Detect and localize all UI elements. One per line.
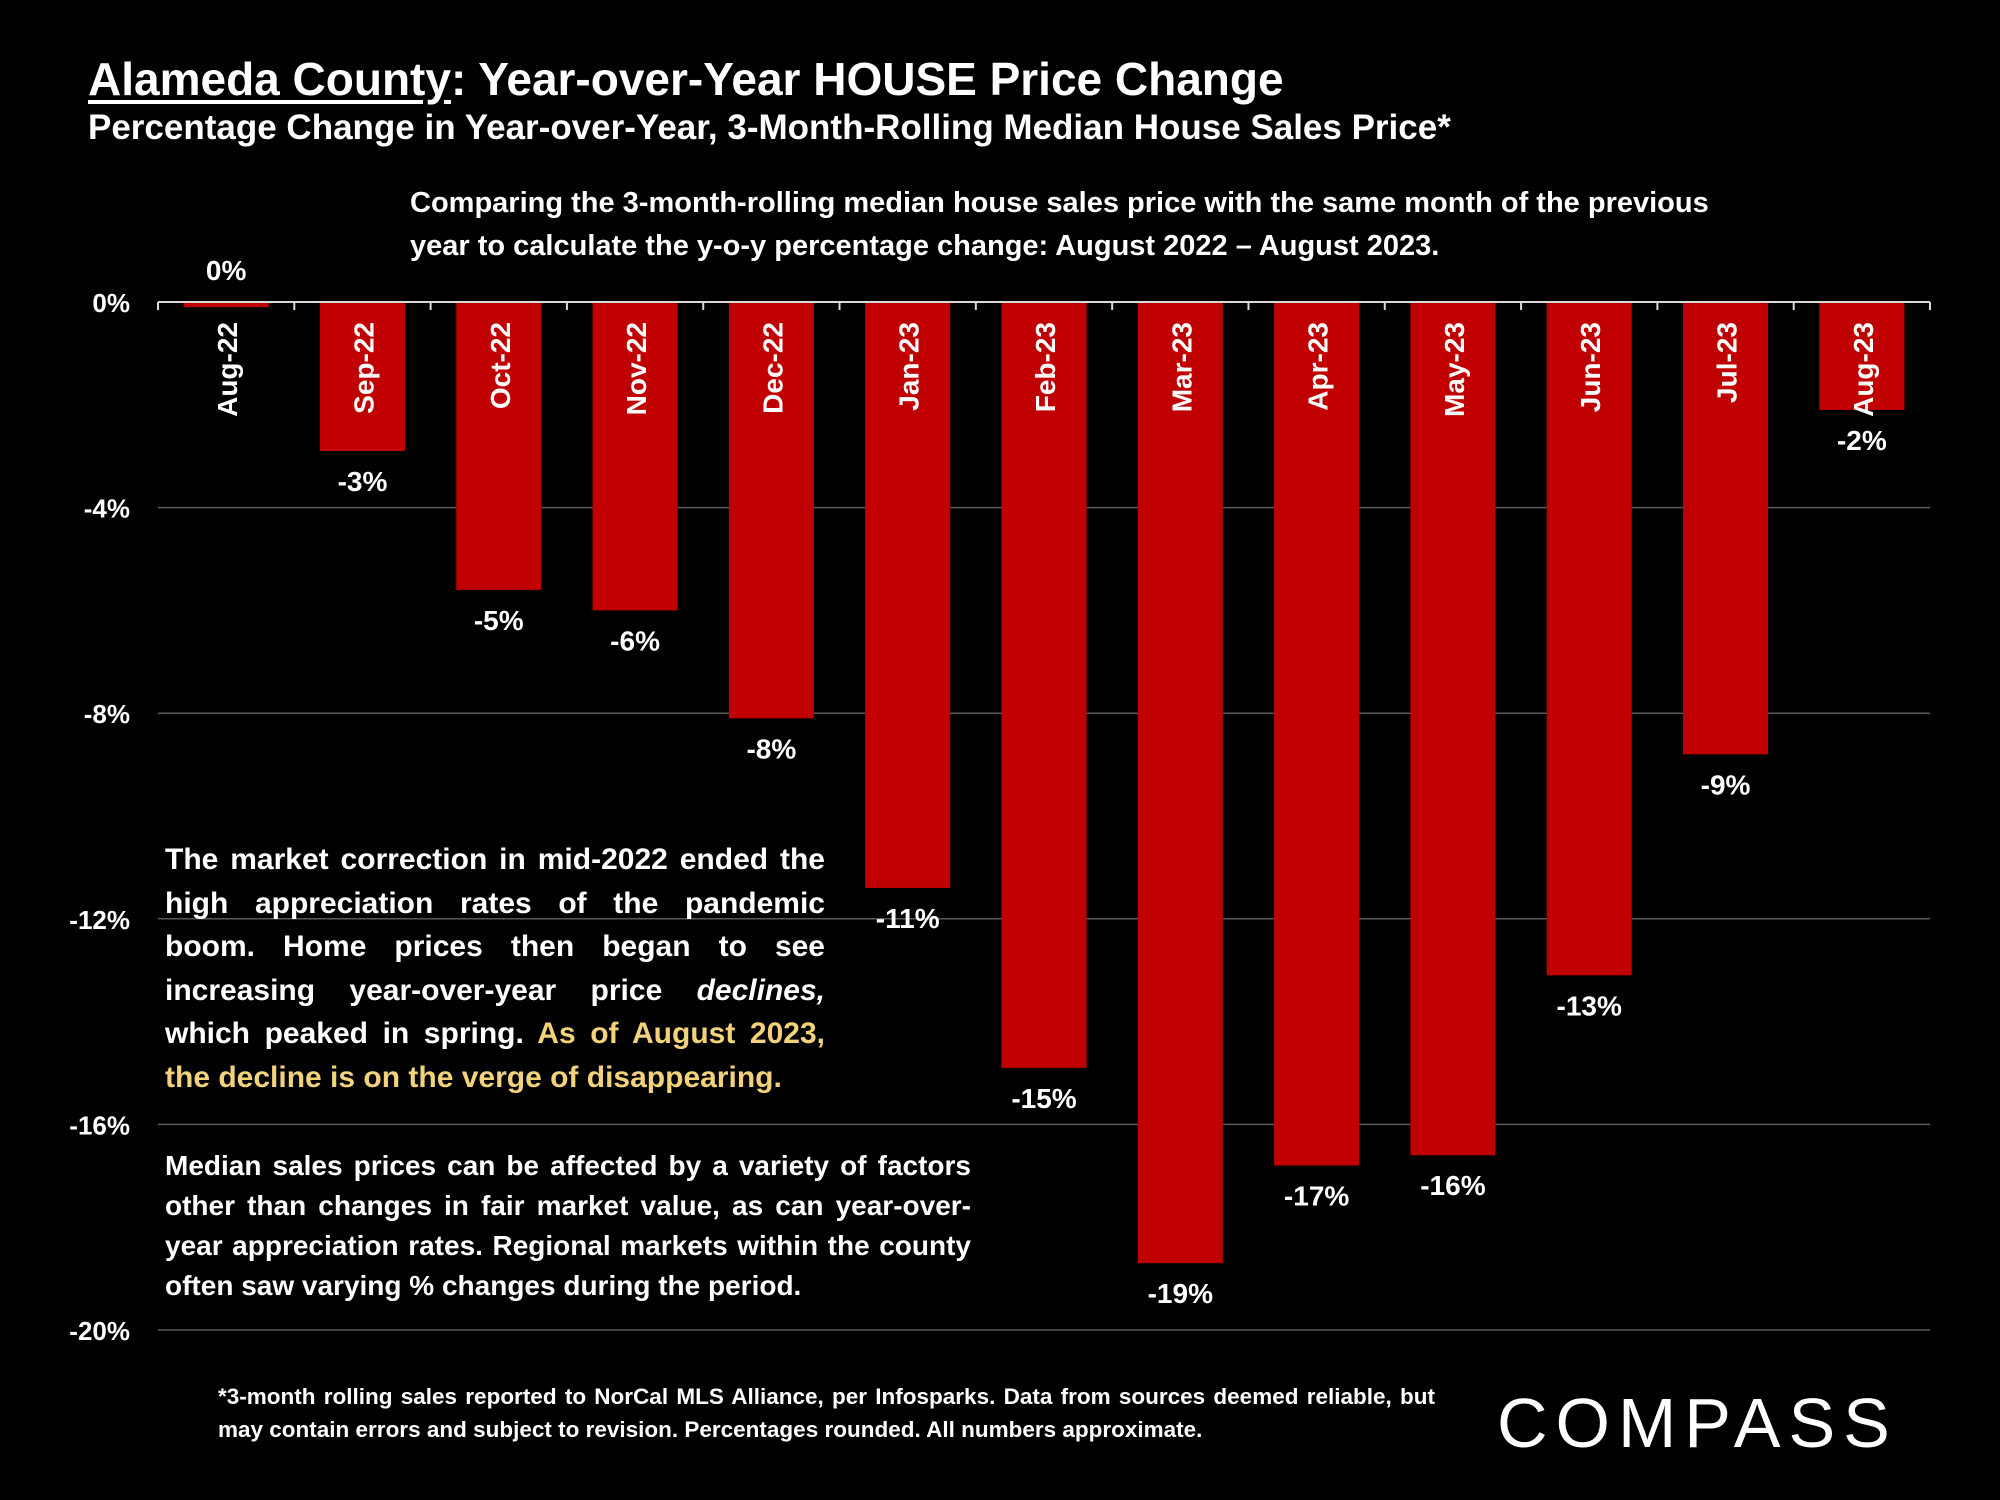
y-tick-label: -12%: [69, 905, 130, 935]
value-label: -17%: [1284, 1181, 1349, 1212]
value-label: -5%: [474, 605, 524, 636]
value-label: -8%: [746, 733, 796, 764]
value-label: -19%: [1148, 1278, 1213, 1309]
y-axis-ticks: 0% -4% -8% -12% -16% -20%: [69, 288, 130, 1346]
bars: [183, 302, 1905, 1264]
category-labels: Aug-22 Sep-22 Oct-22 Nov-22 Dec-22 Jan-23 Feb-…: [212, 322, 1879, 417]
bar-jan-23: [865, 302, 951, 888]
footnote: *3-month rolling sales reported to NorCa…: [218, 1384, 1435, 1442]
category-label: Feb-23: [1030, 322, 1061, 412]
note1-emphasis: declines,: [696, 973, 825, 1007]
category-label: Aug-23: [1848, 322, 1879, 417]
bar-mar-23: [1137, 302, 1223, 1264]
comparing-note: Comparing the 3-month-rolling median hou…: [410, 187, 1709, 262]
value-label: -9%: [1701, 769, 1751, 800]
note1-text-a: The market correction in mid-2022 ended …: [165, 843, 825, 1007]
value-label: -13%: [1557, 990, 1622, 1021]
bar-aug-23: [1819, 302, 1905, 410]
note1-highlight: As of August 2023, the decline is on the…: [165, 1017, 825, 1094]
chart-subtitle: Percentage Change in Year-over-Year, 3-M…: [88, 108, 1451, 147]
category-label: May-23: [1439, 322, 1470, 417]
category-label: Nov-22: [621, 322, 652, 415]
category-label: Sep-22: [348, 322, 379, 414]
bar-dec-22: [728, 302, 814, 719]
value-label: -6%: [610, 625, 660, 656]
x-axis: [157, 301, 1931, 310]
chart-title: Alameda County: Year-over-Year HOUSE Pri…: [88, 52, 1284, 106]
bar-jun-23: [1546, 302, 1632, 976]
category-label: Aug-22: [212, 322, 243, 417]
bar-may-23: [1410, 302, 1496, 1156]
value-label: 0%: [206, 255, 247, 286]
value-label: -2%: [1837, 425, 1887, 456]
y-tick-label: 0%: [92, 288, 130, 318]
bar-sep-22: [319, 302, 405, 452]
bar-apr-23: [1274, 302, 1360, 1166]
bar-nov-22: [592, 302, 678, 611]
compass-logo: COMPASS: [1497, 1384, 1898, 1462]
note1-text-b: which peaked in spring.: [165, 1017, 538, 1050]
category-label: Mar-23: [1166, 322, 1197, 412]
category-label: Apr-23: [1303, 322, 1334, 411]
title-county: Alameda County: [88, 53, 451, 105]
bar-jul-23: [1683, 302, 1769, 755]
y-tick-label: -20%: [69, 1316, 130, 1346]
y-tick-label: -16%: [69, 1110, 130, 1140]
category-label: Oct-22: [485, 322, 516, 409]
value-label: -11%: [876, 903, 940, 934]
value-label: -3%: [338, 466, 388, 497]
category-label: Jun-23: [1575, 322, 1606, 412]
y-tick-label: -4%: [84, 494, 130, 524]
category-label: Dec-22: [757, 322, 788, 414]
y-tick-label: -8%: [84, 699, 130, 729]
bar-oct-22: [456, 302, 542, 590]
value-label: -15%: [1011, 1083, 1076, 1114]
bar-feb-23: [1001, 302, 1087, 1068]
value-labels: 0% -3% -5% -6% -8% -11% -15% -19% -17% -16% -13% -9…: [206, 255, 1887, 1309]
bar-aug-22: [183, 302, 269, 308]
title-rest: : Year-over-Year HOUSE Price Change: [450, 53, 1284, 105]
market-correction-note: The market correction in mid-2022 ended …: [165, 838, 825, 1099]
value-label: -16%: [1420, 1170, 1485, 1201]
category-label: Jan-23: [894, 322, 925, 411]
median-prices-note: Median sales prices can be affected by a…: [165, 1150, 971, 1301]
category-label: Jul-23: [1712, 322, 1743, 403]
